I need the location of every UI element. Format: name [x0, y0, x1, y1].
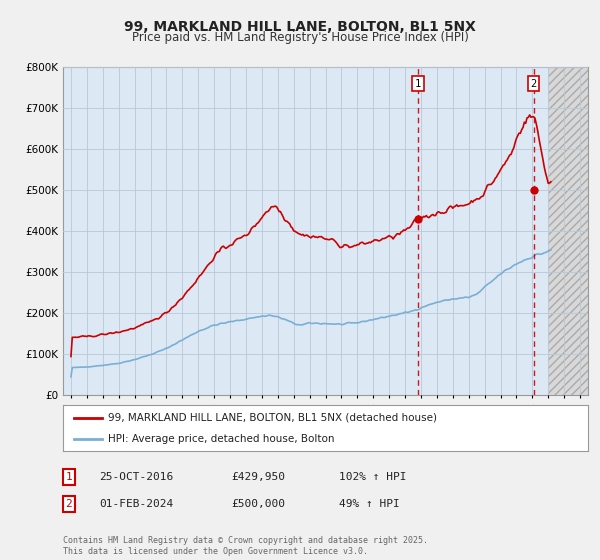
- Bar: [63, 67, 548, 395]
- Text: Contains HM Land Registry data © Crown copyright and database right 2025.
This d: Contains HM Land Registry data © Crown c…: [63, 536, 428, 556]
- Text: HPI: Average price, detached house, Bolton: HPI: Average price, detached house, Bolt…: [107, 435, 334, 444]
- Text: 99, MARKLAND HILL LANE, BOLTON, BL1 5NX: 99, MARKLAND HILL LANE, BOLTON, BL1 5NX: [124, 20, 476, 34]
- Text: 49% ↑ HPI: 49% ↑ HPI: [339, 499, 400, 509]
- Text: 2: 2: [530, 78, 537, 88]
- Bar: [548, 67, 600, 395]
- Text: 01-FEB-2024: 01-FEB-2024: [99, 499, 173, 509]
- Text: 1: 1: [65, 472, 73, 482]
- Text: Price paid vs. HM Land Registry's House Price Index (HPI): Price paid vs. HM Land Registry's House …: [131, 31, 469, 44]
- Text: 102% ↑ HPI: 102% ↑ HPI: [339, 472, 407, 482]
- Text: 2: 2: [65, 499, 73, 509]
- Text: 25-OCT-2016: 25-OCT-2016: [99, 472, 173, 482]
- Text: £500,000: £500,000: [231, 499, 285, 509]
- Text: 1: 1: [415, 78, 421, 88]
- Text: 99, MARKLAND HILL LANE, BOLTON, BL1 5NX (detached house): 99, MARKLAND HILL LANE, BOLTON, BL1 5NX …: [107, 413, 437, 423]
- Text: £429,950: £429,950: [231, 472, 285, 482]
